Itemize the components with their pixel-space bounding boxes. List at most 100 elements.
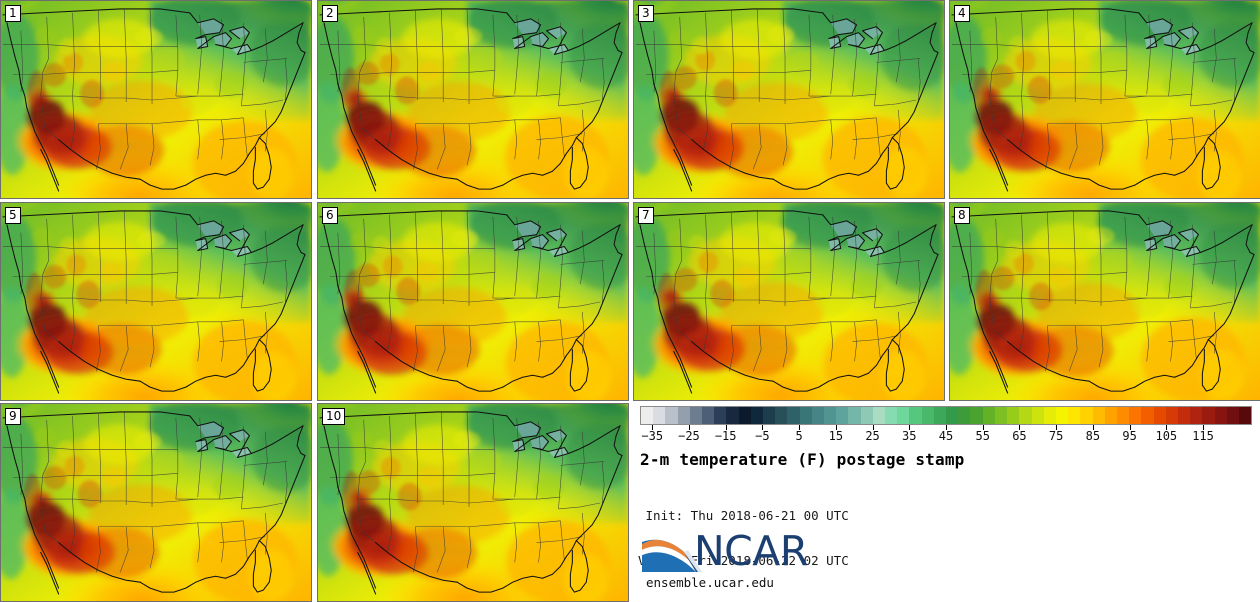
member-number-label: 1: [5, 5, 21, 22]
init-time: Init: Thu 2018-06-21 00 UTC: [638, 508, 849, 523]
colorbar-tick-label: 5: [795, 429, 803, 443]
temperature-field: [634, 1, 944, 198]
colorbar-tick: [1019, 425, 1021, 430]
colorbar-swatch: [860, 407, 873, 424]
colorbar-swatch: [1055, 407, 1069, 424]
info-block: −35 −25 −15 −5 5 15 25 35 45 55 65 75 85 95 105 115 2-m…: [632, 400, 1260, 597]
member-number-label: 3: [638, 5, 654, 22]
colorbar-tick: [872, 425, 874, 430]
colorbar-swatch: [750, 407, 764, 424]
ensemble-member-panel[interactable]: 4: [949, 0, 1260, 199]
colorbar-tick-label: −35: [641, 429, 664, 443]
ensemble-member-panel[interactable]: 8: [949, 202, 1260, 401]
colorbar-swatch: [799, 407, 812, 424]
colorbar-swatch: [738, 407, 751, 424]
ensemble-member-panel[interactable]: 10: [317, 403, 629, 602]
colorbar-swatch: [689, 407, 703, 424]
colorbar-swatch: [1153, 407, 1166, 424]
colorbar-tick-label: 115: [1192, 429, 1214, 443]
ensemble-member-panel[interactable]: 9: [0, 403, 312, 602]
ncar-url: ensemble.ucar.edu: [646, 575, 774, 590]
colorbar-swatch: [1116, 407, 1130, 424]
colorbar-swatch: [1165, 407, 1178, 424]
colorbar-swatch: [1031, 407, 1044, 424]
colorbar-swatch: [946, 407, 959, 424]
colorbar-swatch: [1019, 407, 1032, 424]
colorbar-tick-label: 35: [902, 429, 917, 443]
colorbar-tick-label: 95: [1122, 429, 1137, 443]
member-number-label: 4: [954, 5, 970, 22]
colorbar-swatch: [897, 407, 910, 424]
colorbar-swatches: [640, 406, 1252, 425]
colorbar-tick: [652, 425, 654, 430]
colorbar-tick: [688, 425, 690, 430]
colorbar-swatch: [958, 407, 971, 424]
colorbar-swatch: [1080, 407, 1093, 424]
colorbar-swatch: [811, 407, 825, 424]
temperature-field: [634, 203, 944, 400]
colorbar-tick-label: 105: [1155, 429, 1178, 443]
member-number-label: 8: [954, 207, 970, 224]
colorbar-swatch: [1226, 407, 1239, 424]
colorbar-swatch: [665, 407, 678, 424]
colorbar-swatch: [848, 407, 861, 424]
colorbar-swatch: [872, 407, 886, 424]
temperature-field: [1, 404, 311, 601]
colorbar-swatch: [677, 407, 690, 424]
ncar-wordmark: NCAR: [694, 527, 808, 575]
colorbar-tick-label: −25: [678, 429, 700, 443]
colorbar-swatch: [763, 407, 776, 424]
ensemble-member-panel[interactable]: 6: [317, 202, 629, 401]
colorbar-swatch: [921, 407, 934, 424]
ensemble-member-panel[interactable]: 2: [317, 0, 629, 199]
colorbar-ticks: [640, 425, 1252, 431]
colorbar-tick-label: 45: [938, 429, 954, 443]
temperature-field: [318, 203, 628, 400]
temperature-field: [318, 1, 628, 198]
colorbar-swatch: [1190, 407, 1203, 424]
ensemble-member-panel[interactable]: 7: [633, 202, 945, 401]
colorbar-swatch: [1129, 407, 1142, 424]
colorbar-tick: [799, 425, 801, 430]
colorbar-tick: [725, 425, 727, 430]
member-number-label: 9: [5, 408, 21, 425]
colorbar-swatch: [824, 407, 837, 424]
colorbar-swatch: [1068, 407, 1081, 424]
colorbar-tick-label: 75: [1048, 429, 1064, 443]
member-number-label: 2: [322, 5, 338, 22]
ensemble-member-panel[interactable]: 3: [633, 0, 945, 199]
temperature-field: [950, 203, 1260, 400]
colorbar-tick: [1166, 425, 1168, 430]
colorbar-tick: [1203, 425, 1205, 430]
colorbar-tick-label: −15: [714, 429, 737, 443]
temperature-field: [950, 1, 1260, 198]
temperature-field: [318, 404, 628, 601]
colorbar-swatch: [1007, 407, 1020, 424]
colorbar-swatch: [836, 407, 849, 424]
colorbar-swatch: [1202, 407, 1215, 424]
temperature-field: [1, 203, 311, 400]
colorbar-tick: [762, 425, 764, 430]
colorbar-swatch: [1238, 407, 1252, 424]
colorbar-swatch: [909, 407, 922, 424]
colorbar-swatch: [1214, 407, 1227, 424]
colorbar-swatch: [702, 407, 715, 424]
colorbar-swatch: [933, 407, 947, 424]
member-number-label: 7: [638, 207, 654, 224]
colorbar-tick: [1129, 425, 1131, 430]
colorbar-swatch: [653, 407, 666, 424]
colorbar-swatch: [714, 407, 727, 424]
colorbar-tick: [835, 425, 837, 430]
ensemble-member-panel[interactable]: 5: [0, 202, 312, 401]
colorbar-swatch: [1104, 407, 1117, 424]
colorbar-tick: [982, 425, 984, 430]
ensemble-member-panel[interactable]: 1: [0, 0, 312, 199]
colorbar-swatch: [1177, 407, 1191, 424]
member-number-label: 10: [322, 408, 346, 425]
colorbar-tick: [1056, 425, 1058, 430]
colorbar-swatch: [726, 407, 739, 424]
colorbar-tick: [909, 425, 911, 430]
colorbar-swatch: [775, 407, 788, 424]
member-number-label: 5: [5, 207, 21, 224]
